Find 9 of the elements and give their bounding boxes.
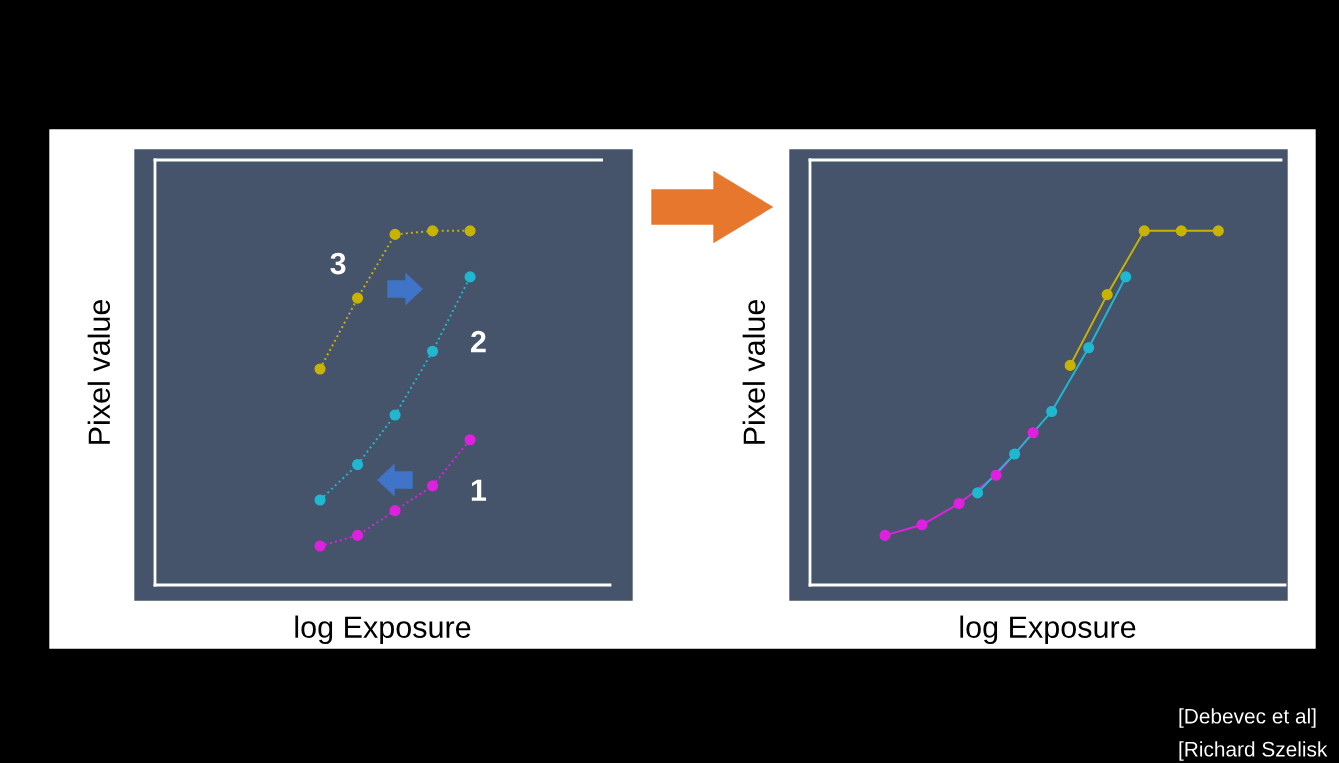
y-axis-title: Pixel value xyxy=(87,299,111,444)
x-axis-title: log Exposure xyxy=(960,615,1136,645)
y-axis-title: Pixel value xyxy=(742,299,766,444)
text: [Richard Szelisk xyxy=(1179,741,1328,761)
text: [Debevec et al] xyxy=(1179,708,1316,728)
series-label: 3 xyxy=(330,252,346,275)
series-label: 2 xyxy=(470,330,486,353)
x-axis-title: log Exposure xyxy=(295,615,471,645)
series-label: 1 xyxy=(471,479,487,501)
